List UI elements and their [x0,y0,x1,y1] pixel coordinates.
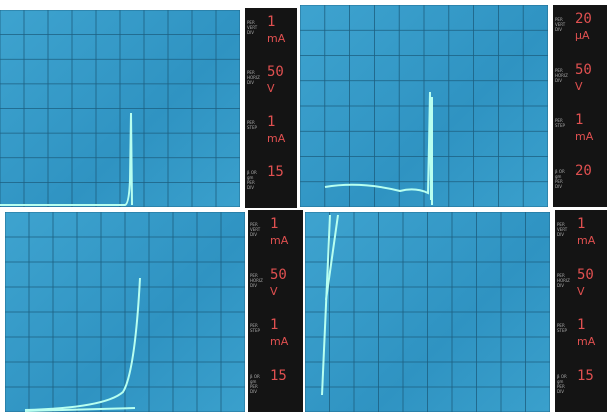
readout: PER HORIZ DIV 50 V [248,261,303,312]
readout-value: 50 [267,64,284,80]
readout-label: β OR gm PER DIV [555,169,569,189]
scope-screen [305,212,550,412]
readout: PER STEP 1 mA [248,311,303,362]
readout-label: PER STEP [250,323,264,333]
scope-screen [0,10,240,207]
readout-value: 1 [267,14,275,30]
readout-label: PER VERT DIV [250,222,264,237]
readout-label: PER STEP [247,120,261,130]
readout-label: PER HORIZ DIV [557,273,571,288]
screen-graticule [5,212,245,412]
readout-label: PER STEP [555,118,569,128]
readout: β OR gm PER DIV 15 [248,362,303,412]
readout-value: 20 [575,11,592,27]
readout-value: 15 [270,368,287,384]
readout: PER VERT DIV 1 mA [245,8,297,58]
readout-unit: V [270,285,278,298]
readout-unit: V [577,285,585,298]
readout-unit: V [267,82,275,95]
readout: PER VERT DIV 1 mA [248,210,303,261]
scope-screen [300,5,548,207]
readout-label: PER HORIZ DIV [247,70,261,85]
readout-value: 50 [577,267,594,283]
readout-value: 1 [577,317,585,333]
readout-unit: mA [575,130,593,143]
readout: PER HORIZ DIV 50 V [245,58,297,108]
readout-unit: mA [270,234,288,247]
readout-value: 1 [270,216,278,232]
readout-unit: mA [270,335,288,348]
readout-label: PER VERT DIV [247,20,261,35]
readout-label: PER HORIZ DIV [250,273,264,288]
readout: β OR gm PER DIV 15 [555,362,607,412]
readout-label: β OR gm PER DIV [557,374,571,394]
readout-unit: µA [575,29,590,42]
readout: PER VERT DIV 20 µA [553,5,607,56]
trace [25,278,140,410]
readout-panel: PER VERT DIV 1 mA PER HORIZ DIV 50 V PER STEP 1… [555,210,607,412]
readout-label: PER VERT DIV [557,222,571,237]
scope-screen [5,212,245,412]
readout: β OR gm PER DIV 20 [553,157,607,208]
readout: PER STEP 1 mA [245,108,297,158]
readout-label: β OR gm PER DIV [250,374,264,394]
readout: PER VERT DIV 1 mA [555,210,607,261]
screen-graticule [0,10,240,207]
readout-unit: mA [577,234,595,247]
readout-value: 50 [270,267,287,283]
readout-value: 50 [575,62,592,78]
readout-unit: mA [577,335,595,348]
trace [325,92,431,200]
readout-label: PER HORIZ DIV [555,68,569,83]
readout: PER HORIZ DIV 50 V [553,56,607,107]
trace [0,113,132,205]
screen-graticule [305,212,550,412]
readout: PER STEP 1 mA [553,106,607,157]
readout-value: 1 [575,112,583,128]
readout-unit: V [575,80,583,93]
screen-graticule [300,5,548,207]
trace [322,215,330,395]
readout-label: β OR gm PER DIV [247,170,261,190]
readout-panel: PER VERT DIV 20 µA PER HORIZ DIV 50 V PER STEP… [553,5,607,207]
readout-label: PER STEP [557,323,571,333]
readout-panel: PER VERT DIV 1 mA PER HORIZ DIV 50 V PER STEP 1… [245,8,297,208]
readout-value: 15 [577,368,594,384]
readout-label: PER VERT DIV [555,17,569,32]
readout-value: 1 [577,216,585,232]
readout-unit: mA [267,132,285,145]
readout-unit: mA [267,32,285,45]
readout-panel: PER VERT DIV 1 mA PER HORIZ DIV 50 V PER STEP 1… [248,210,303,412]
readout-value: 1 [267,114,275,130]
readout-value: 15 [267,164,284,180]
readout: β OR gm PER DIV 15 [245,158,297,208]
readout: PER HORIZ DIV 50 V [555,261,607,312]
readout-value: 20 [575,163,592,179]
readout: PER STEP 1 mA [555,311,607,362]
collage: PER VERT DIV 1 mA PER HORIZ DIV 50 V PER STEP 1… [0,0,607,412]
readout-value: 1 [270,317,278,333]
